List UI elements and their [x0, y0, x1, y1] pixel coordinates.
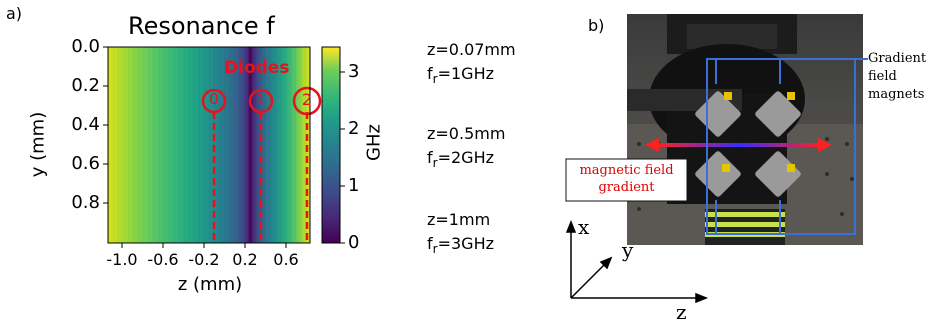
coordinate-axes [565, 219, 709, 304]
magnetic-label-box [565, 158, 688, 202]
diode-1-number: 1 [256, 90, 266, 108]
colorbar [321, 46, 341, 244]
x-axis-letter: x [578, 215, 590, 239]
y-tick-marks [103, 46, 108, 204]
y-tick-label: 0.8 [71, 192, 100, 213]
x-tick-label: -0.2 [188, 250, 220, 269]
diode-0-marker [201, 88, 227, 114]
annotation-f: fr=1GHz [427, 64, 494, 87]
y-tick-label: 0.6 [71, 153, 100, 174]
gradient-arrow [645, 138, 832, 152]
colorbar-ticks [340, 71, 345, 244]
y-tick-label: 0.4 [71, 114, 100, 135]
gradient-field-label-line1: Gradient field [868, 51, 927, 84]
annotation-diode-2: z=1mm fr=3GHz [427, 208, 494, 261]
y-tick-label: 0.2 [71, 75, 100, 96]
magnetic-field-label: magnetic field gradient [566, 162, 687, 196]
annotation-f: fr=3GHz [427, 234, 494, 257]
diodes-label: Diodes [224, 58, 290, 78]
colorbar-tick-label: 3 [348, 61, 360, 82]
y-tick-label: 0.0 [71, 36, 100, 57]
gradient-field-label: Gradient field magnets [868, 50, 951, 104]
heatmap-body [108, 47, 310, 243]
diode-2-number: 2 [301, 90, 313, 109]
annotation-z: z=0.07mm [427, 40, 516, 59]
x-tick-marks [121, 243, 287, 248]
heatmap-figure [103, 46, 345, 248]
annotation-z: z=0.5mm [427, 124, 506, 143]
panel-b-label: b) [588, 16, 605, 35]
colorbar-tick-label: 0 [348, 232, 360, 253]
x-tick-label: 0.2 [232, 250, 258, 269]
annotation-diode-1: z=0.5mm fr=2GHz [427, 122, 505, 175]
gradient-field-label-line2: magnets [868, 87, 925, 102]
x-tick-label: -1.0 [106, 250, 138, 269]
x-tick-label: 0.6 [273, 250, 299, 269]
heatmap-title: Resonance f [128, 12, 275, 40]
x-tick-label: -0.6 [147, 250, 179, 269]
annotation-z: z=1mm [427, 210, 491, 229]
gradient-magnets-frame [706, 58, 856, 235]
panel-a-label: a) [6, 4, 23, 23]
diode-1-marker [248, 88, 274, 114]
magnetic-field-label-line1: magnetic field [579, 163, 674, 178]
colorbar-tick-label: 1 [348, 175, 360, 196]
heatmap-frame [107, 46, 311, 244]
magnetic-field-label-line2: gradient [598, 180, 655, 195]
z-axis-letter: z [676, 300, 687, 324]
diode-0-number: 0 [209, 90, 219, 108]
annotation-f: fr=2GHz [427, 148, 494, 171]
colorbar-tick-label: 2 [348, 118, 360, 139]
annotation-diode-0: z=0.07mm fr=1GHz [427, 38, 516, 91]
x-axis-label: z (mm) [177, 274, 243, 295]
diode-2-marker [292, 86, 322, 116]
y-axis-letter: y [622, 238, 634, 262]
